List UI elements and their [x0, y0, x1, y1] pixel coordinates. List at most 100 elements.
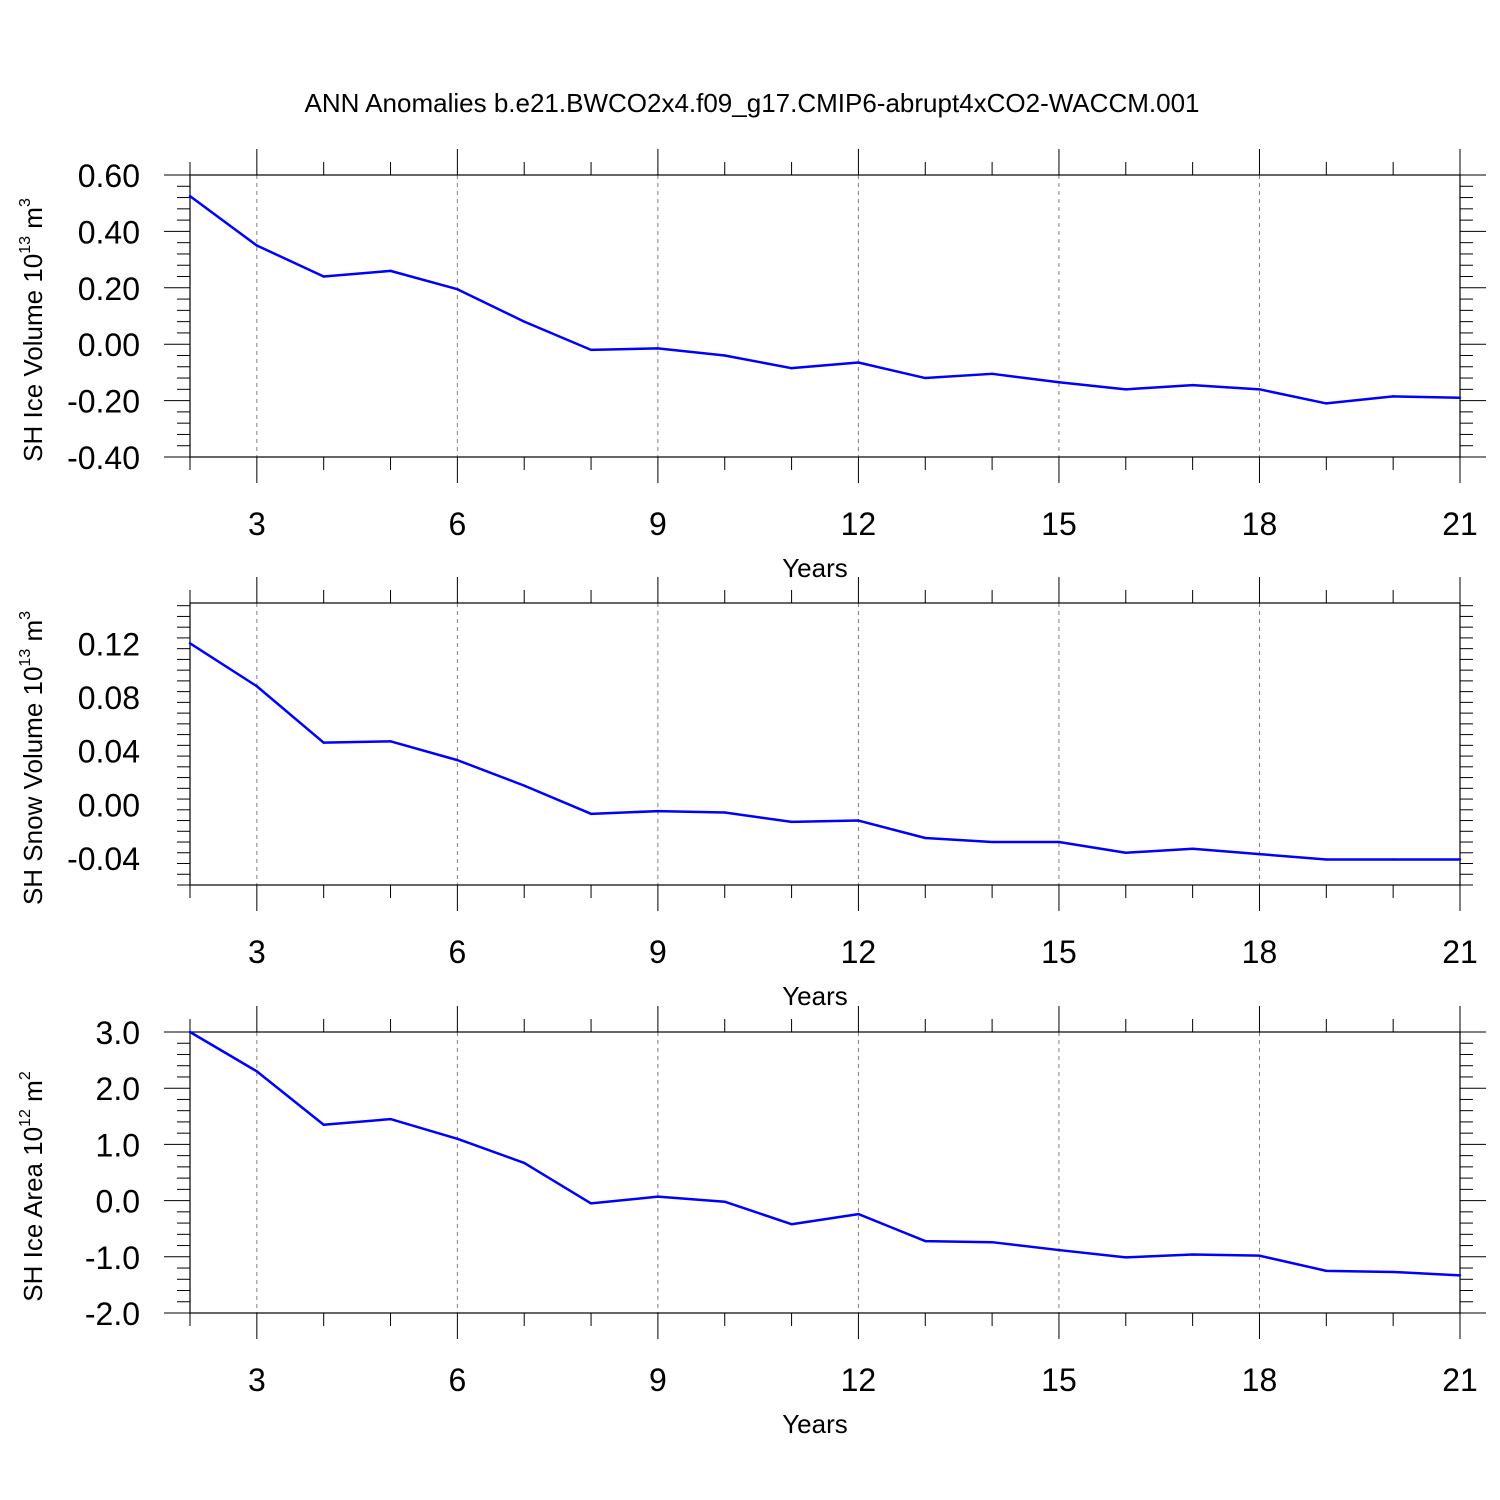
chart-panel-1: 3 6 9 12 15 18 21 -0.40 -0.20 0.00 0.20 0.40 0.60 Yea…: [17, 149, 1486, 583]
y-axis-label: SH Ice Volume 1013 m3: [17, 198, 48, 462]
data-point: [723, 354, 726, 357]
figure-title: ANN Anomalies b.e21.BWCO2x4.f09_g17.CMIP…: [305, 88, 1200, 118]
y-tick-label: 0.12: [78, 626, 140, 662]
data-point: [990, 372, 994, 376]
x-tick-label: 6: [448, 1362, 466, 1398]
data-point: [188, 642, 192, 645]
data-point: [857, 361, 860, 364]
x-tick-label: 3: [248, 506, 266, 542]
x-tick-label: 3: [248, 1362, 266, 1398]
y-axis-label-text: m: [18, 1080, 48, 1109]
y-tick-label: 0.40: [78, 214, 140, 250]
data-point: [389, 1117, 392, 1121]
data-point: [322, 741, 325, 744]
x-axis-label: Years: [782, 981, 848, 1011]
x-tick-label: 12: [841, 934, 877, 970]
data-point: [656, 1195, 660, 1198]
y-axis-label: SH Snow Volume 1013 m3: [17, 611, 48, 905]
y-axis-label-text: SH Ice Volume 10: [18, 254, 48, 462]
plot-frame: [189, 1031, 1461, 1314]
data-point: [924, 1239, 927, 1243]
data-point: [456, 288, 459, 291]
data-point: [589, 348, 593, 352]
data-point: [790, 366, 793, 370]
data-point: [1258, 388, 1261, 391]
y-tick-label: 0.60: [78, 158, 140, 194]
data-point: [1057, 840, 1061, 844]
data-point: [924, 376, 927, 380]
data-point: [255, 1070, 259, 1073]
data-point: [1191, 1253, 1194, 1256]
x-tick-label: 21: [1442, 934, 1478, 970]
data-point: [523, 1161, 526, 1165]
data-point: [924, 836, 927, 840]
y-tick-label: -0.04: [67, 841, 140, 877]
x-tick-label: 9: [649, 1362, 667, 1398]
x-tick-label: 3: [248, 934, 266, 970]
data-point: [723, 811, 726, 814]
x-tick-label: 15: [1041, 934, 1077, 970]
data-point: [990, 840, 994, 844]
data-point: [389, 269, 392, 273]
data-point: [1191, 847, 1194, 850]
data-point: [1124, 1256, 1127, 1259]
data-point: [723, 1200, 726, 1203]
data-point: [1325, 1269, 1328, 1273]
y-tick-label: -0.20: [67, 384, 140, 420]
data-point: [456, 758, 459, 762]
data-point: [523, 784, 526, 787]
y-tick-label: -2.0: [85, 1296, 140, 1332]
x-tick-label: 15: [1041, 506, 1077, 542]
y-axis-label-text: m: [18, 207, 48, 236]
data-point: [456, 1137, 459, 1140]
y-tick-label: 0.00: [78, 787, 140, 823]
y-axis-label-text: SH Ice Area 10: [18, 1127, 48, 1302]
x-tick-label: 9: [649, 506, 667, 542]
x-tick-label: 18: [1242, 1362, 1278, 1398]
y-axis-label-superscript: 12: [17, 1109, 34, 1127]
data-point: [1391, 395, 1395, 398]
data-point: [589, 1202, 593, 1205]
x-tick-label: 6: [448, 934, 466, 970]
panels: 3 6 9 12 15 18 21 -0.40 -0.20 0.00 0.20 0.40 0.60 Yea…: [17, 149, 1486, 1439]
y-axis-label-superscript: 3: [17, 198, 34, 207]
data-point: [322, 1123, 325, 1126]
data-point: [990, 1240, 994, 1244]
y-axis-label-superscript: 13: [17, 649, 34, 667]
series-line: [189, 195, 1461, 405]
data-point: [1258, 1254, 1261, 1257]
chart-panel-2: 3 6 9 12 15 18 21 -0.04 0.00 0.04 0.08 0.12 Years SH …: [17, 577, 1478, 1011]
data-point: [1124, 388, 1127, 391]
data-point: [1057, 1248, 1061, 1252]
data-point: [1325, 858, 1328, 861]
data-point: [188, 1030, 192, 1034]
data-point: [523, 320, 526, 323]
data-point: [255, 685, 259, 688]
y-tick-label: -0.40: [67, 440, 140, 476]
data-point: [1391, 1270, 1395, 1274]
x-tick-label: 18: [1242, 934, 1278, 970]
data-point: [790, 1223, 793, 1226]
data-point: [1325, 402, 1328, 405]
series-line: [189, 1030, 1461, 1277]
y-axis-label-superscript: 3: [17, 611, 34, 620]
data-point: [322, 275, 325, 278]
data-point: [1191, 383, 1194, 387]
y-tick-label: 0.0: [96, 1184, 140, 1220]
x-tick-label: 12: [841, 1362, 877, 1398]
data-point: [656, 809, 660, 813]
data-point: [857, 819, 860, 822]
data-point: [656, 347, 660, 350]
chart-panel-3: 3 6 9 12 15 18 21 -2.0 -1.0 0.0 1.0 2.0 3.0 Years SH I…: [17, 1006, 1486, 1439]
x-tick-label: 21: [1442, 506, 1478, 542]
data-point: [1124, 851, 1127, 854]
data-point: [857, 1212, 860, 1216]
x-tick-label: 15: [1041, 1362, 1077, 1398]
series-line: [189, 642, 1460, 861]
plot-frame: [189, 602, 1461, 886]
data-point: [589, 812, 593, 816]
data-point: [1458, 1274, 1462, 1277]
y-axis-label-text: m: [18, 620, 48, 649]
data-point: [1458, 396, 1462, 399]
x-axis-label: Years: [782, 553, 848, 583]
